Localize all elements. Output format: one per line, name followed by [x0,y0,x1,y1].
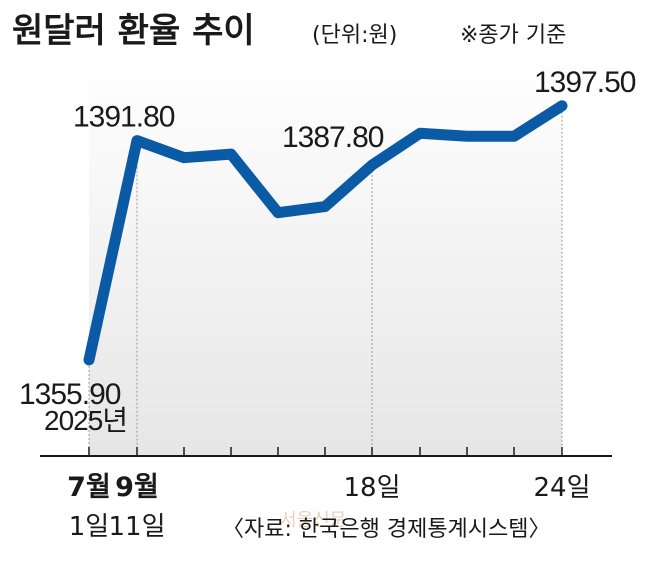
year-label: 2025년 [44,405,127,436]
watermark-logo: 서울신문 [280,510,346,531]
x-tick-sublabel-1: 11일 [108,512,165,542]
exchange-rate-line [83,100,568,366]
plot-background [89,60,562,456]
value-label-6: 1387.80 [282,121,384,154]
value-label-0: 1355.90 [19,378,121,411]
source-label: 〈자료: 한국은행 경제통계시스템〉 [222,517,551,542]
x-tick-sublabel-0: 1일 [69,512,109,542]
value-labels: 1355.90 1391.80 1387.80 1397.50 [19,66,637,411]
value-label-10: 1397.50 [534,66,636,99]
x-tick-label-6: 18일 [343,473,400,503]
unit-label: (단위:원) [312,23,397,48]
value-label-1: 1391.80 [73,101,175,134]
chart-title: 원달러 환율 추이 [12,11,255,51]
x-minor-ticks [88,447,563,456]
x-tick-label-10: 24일 [533,473,590,503]
basis-note: ※종가 기준 [460,23,566,48]
x-tick-label-1: 9월 [115,472,159,503]
guide-lines [88,111,563,456]
x-tick-label-0: 7월 [67,472,111,503]
